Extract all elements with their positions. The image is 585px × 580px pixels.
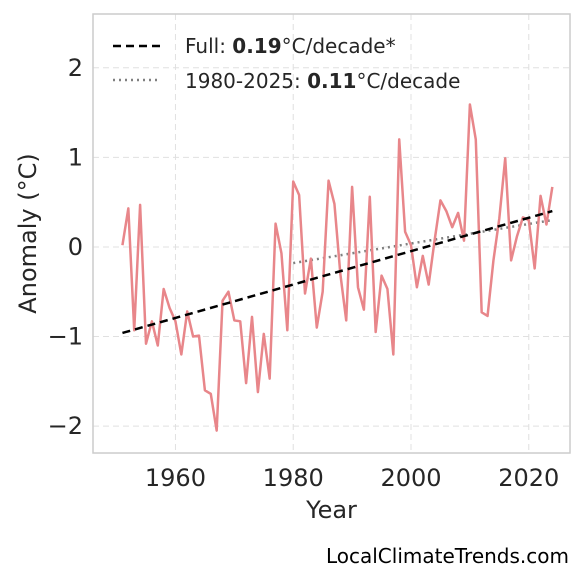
x-tick-label: 2020 (498, 464, 559, 492)
recent-trend-line (293, 218, 553, 265)
legend-prefix: Full: (185, 34, 232, 58)
y-tick-label: 2 (68, 54, 83, 82)
legend-value: 0.19 (232, 34, 281, 58)
y-tick-label: −2 (48, 412, 83, 440)
data-series (121, 103, 554, 432)
legend: Full: 0.19°C/decade* 1980-2025: 0.11°C/d… (113, 34, 460, 93)
legend-suffix: °C/decade* (282, 34, 396, 58)
trend-lines (293, 218, 553, 265)
y-tick-labels: −2 −1 0 1 2 (48, 54, 83, 440)
grid (93, 14, 570, 453)
legend-prefix: 1980-2025: (185, 69, 307, 93)
y-tick-label: 1 (68, 143, 83, 171)
x-tick-label: 1980 (263, 464, 324, 492)
legend-value: 0.11 (307, 69, 356, 93)
y-tick-label: −1 (48, 323, 83, 351)
source-credit: LocalClimateTrends.com (325, 544, 569, 568)
legend-suffix: °C/decade (356, 69, 460, 93)
x-tick-labels: 1960 1980 2000 2020 (145, 464, 559, 492)
y-axis-label: Anomaly (°C) (14, 153, 42, 313)
legend-label-recent: 1980-2025: 0.11°C/decade (185, 69, 460, 93)
x-tick-label: 2000 (380, 464, 441, 492)
series-line (121, 103, 554, 432)
x-axis-label: Year (305, 496, 357, 524)
y-tick-label: 0 (68, 233, 83, 261)
full-trend-line (122, 209, 553, 335)
x-tick-label: 1960 (145, 464, 206, 492)
plot-frame (92, 13, 571, 454)
legend-label-full: Full: 0.19°C/decade* (185, 34, 396, 58)
